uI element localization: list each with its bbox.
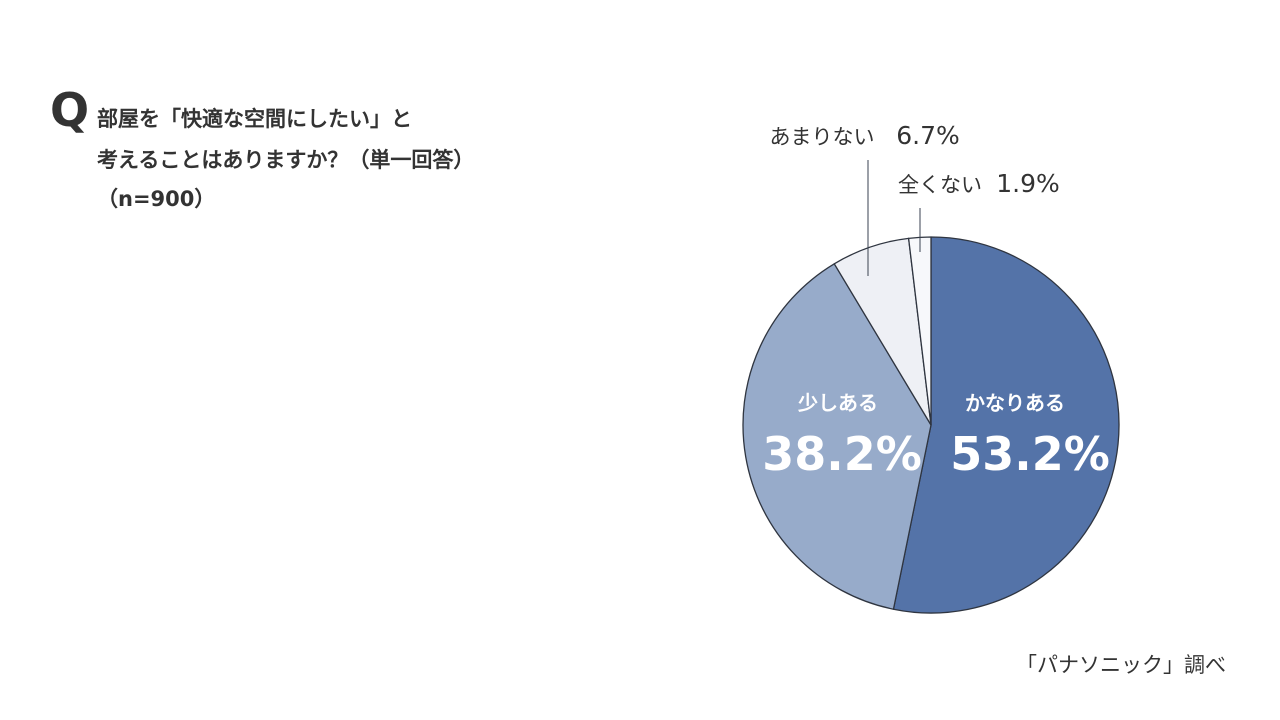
source-note: 「パナソニック」調べ bbox=[1016, 653, 1226, 677]
slice-value-3: 6.7% bbox=[896, 121, 960, 150]
slice-label-3: あまりない bbox=[770, 125, 875, 149]
slice-label-2: 少しある bbox=[797, 391, 878, 415]
slice-label-4: 全くない bbox=[898, 173, 982, 197]
slice-value-2: 38.2% bbox=[762, 427, 922, 481]
question-mark-q: Q bbox=[50, 83, 90, 137]
pie-slice-2 bbox=[742, 263, 932, 610]
question-text-line-1: 部屋を「快適な空間にしたい」と bbox=[97, 107, 412, 131]
slice-value-1: 53.2% bbox=[950, 427, 1110, 481]
pie-slice-1 bbox=[892, 236, 1120, 614]
slice-value-4: 1.9% bbox=[996, 169, 1060, 198]
slice-label-1: かなりある bbox=[965, 391, 1065, 415]
question-text-line-2: 考えることはありますか？（単一回答） bbox=[97, 148, 475, 172]
sample-size: （n=900） bbox=[97, 187, 216, 211]
